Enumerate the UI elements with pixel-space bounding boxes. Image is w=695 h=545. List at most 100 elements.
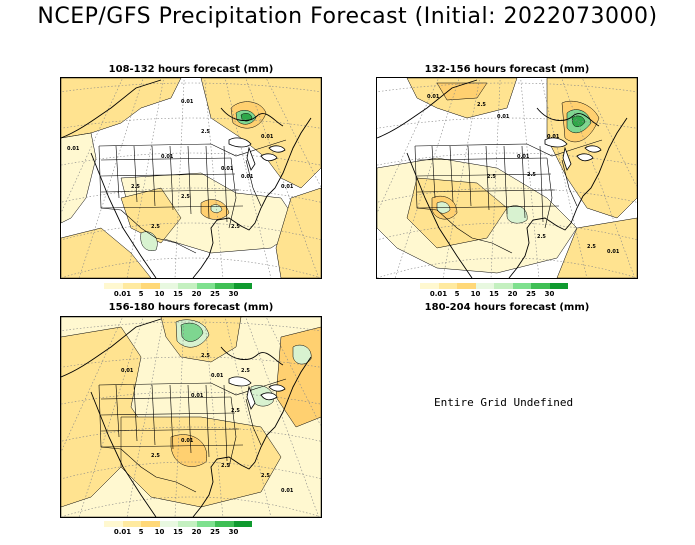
precip-area bbox=[275, 187, 321, 278]
contour-label: 0.01 bbox=[211, 373, 224, 379]
panel-1-legend: 0.01 5 10 15 20 25 30 bbox=[104, 283, 252, 300]
contour-label: 0.01 bbox=[241, 174, 254, 180]
legend-swatch bbox=[122, 521, 141, 527]
page-title: NCEP/GFS Precipitation Forecast (Initial… bbox=[37, 4, 658, 29]
precip-area bbox=[506, 205, 528, 224]
legend-level-label: 5 bbox=[454, 290, 460, 298]
legend-swatches bbox=[104, 521, 252, 527]
legend-swatches bbox=[420, 283, 568, 289]
legend-level-label: 20 bbox=[191, 528, 202, 536]
legend-level-label: 0.01 bbox=[113, 290, 132, 298]
great-lakes bbox=[544, 137, 602, 171]
legend-swatch bbox=[438, 283, 457, 289]
contour-labels: 0.01 2.5 0.01 2.5 0.01 2.5 0.01 2.5 2.5 2.5 0.01 bbox=[121, 353, 294, 494]
contour-label: 2.5 bbox=[201, 353, 210, 359]
contour-label: 2.5 bbox=[151, 453, 160, 459]
panel-3-title: 156-180 hours forecast (mm) bbox=[108, 302, 274, 313]
legend-level-label: 10 bbox=[154, 290, 165, 298]
precip-area bbox=[292, 344, 312, 365]
contour-label: 0.01 bbox=[547, 134, 560, 140]
graticule bbox=[377, 78, 637, 278]
contour-label: 0.01 bbox=[181, 99, 194, 105]
contour-label: 2.5 bbox=[537, 234, 546, 240]
legend-level-label: 25 bbox=[210, 528, 220, 536]
legend-level-label: 5 bbox=[138, 528, 144, 536]
contour-label: 2.5 bbox=[527, 172, 536, 178]
contour-label: 0.01 bbox=[281, 488, 294, 494]
legend-swatch bbox=[159, 283, 178, 289]
graticule bbox=[61, 317, 321, 517]
contour-label: 0.01 bbox=[191, 393, 204, 399]
legend-level-label: 30 bbox=[544, 290, 555, 298]
panel-4-undefined-message: Entire Grid Undefined bbox=[434, 396, 574, 409]
contour-label: 2.5 bbox=[487, 174, 496, 180]
state-boundaries bbox=[98, 378, 287, 493]
legend-level-label: 30 bbox=[228, 290, 239, 298]
legend-level-label: 20 bbox=[191, 290, 202, 298]
contour-labels: 0.01 2.5 0.01 0.01 2.5 2.5 0.01 2.5 2.5 0.01 bbox=[427, 94, 620, 255]
contour-label: 2.5 bbox=[231, 408, 240, 414]
panel-1-map: 0.01 0.01 2.5 0.01 0.01 2.5 0.01 2.5 0.01 0.01 2.5… bbox=[60, 77, 322, 279]
legend-swatch bbox=[512, 283, 531, 289]
legend-swatch bbox=[104, 283, 123, 289]
legend-swatches bbox=[104, 283, 252, 289]
legend-level-label: 5 bbox=[138, 290, 144, 298]
contour-labels: 0.01 0.01 2.5 0.01 0.01 2.5 0.01 2.5 0.01 0.01 2.5… bbox=[67, 99, 294, 230]
contour-label: 0.01 bbox=[517, 154, 530, 160]
legend-level-label: 0.01 bbox=[429, 290, 448, 298]
legend-swatch bbox=[549, 283, 568, 289]
legend-level-label: 25 bbox=[210, 290, 220, 298]
legend-swatch bbox=[457, 283, 476, 289]
legend-swatch bbox=[420, 283, 439, 289]
legend-level-label: 25 bbox=[526, 290, 536, 298]
contour-label: 2.5 bbox=[151, 224, 160, 230]
legend-swatch bbox=[196, 283, 215, 289]
state-boundaries bbox=[98, 139, 287, 254]
legend-swatch bbox=[178, 521, 197, 527]
contour-label: 2.5 bbox=[477, 102, 486, 108]
contour-label: 2.5 bbox=[231, 224, 240, 230]
contour-label: 2.5 bbox=[587, 244, 596, 250]
contour-label: 0.01 bbox=[181, 438, 194, 444]
legend-level-label: 30 bbox=[228, 528, 239, 536]
precip-area bbox=[180, 322, 204, 342]
state-boundaries bbox=[414, 139, 603, 254]
legend-swatch bbox=[122, 283, 141, 289]
contour-label: 2.5 bbox=[131, 184, 140, 190]
great-lakes bbox=[228, 376, 286, 410]
legend-level-label: 10 bbox=[470, 290, 481, 298]
coastlines bbox=[61, 318, 312, 517]
contour-label: 0.01 bbox=[121, 368, 134, 374]
panel-4-title: 180-204 hours forecast (mm) bbox=[424, 302, 590, 313]
contour-label: 0.01 bbox=[161, 154, 174, 160]
legend-swatch bbox=[215, 521, 234, 527]
legend-swatch bbox=[233, 283, 252, 289]
contour-label: 2.5 bbox=[261, 473, 270, 479]
legend-swatch bbox=[178, 283, 197, 289]
legend-swatch bbox=[196, 521, 215, 527]
coastlines bbox=[377, 79, 628, 278]
legend-level-label: 20 bbox=[507, 290, 518, 298]
legend-level-label: 15 bbox=[173, 528, 183, 536]
panel-2-legend: 0.01 5 10 15 20 25 30 bbox=[420, 283, 568, 300]
legend-level-label: 15 bbox=[489, 290, 499, 298]
precip-area bbox=[556, 217, 637, 278]
legend-level-label: 0.01 bbox=[113, 528, 132, 536]
legend-level-label: 10 bbox=[154, 528, 165, 536]
map-canvas: 0.01 2.5 0.01 0.01 2.5 2.5 0.01 2.5 2.5 0.01 bbox=[377, 78, 637, 278]
panel-2-title: 132-156 hours forecast (mm) bbox=[424, 64, 590, 75]
contour-label: 0.01 bbox=[427, 94, 440, 100]
contour-label: 0.01 bbox=[497, 114, 510, 120]
contour-label: 0.01 bbox=[67, 146, 80, 152]
coastlines bbox=[61, 79, 312, 278]
panel-1-title: 108-132 hours forecast (mm) bbox=[108, 64, 274, 75]
precip-area bbox=[140, 231, 158, 251]
legend-swatch bbox=[141, 521, 160, 527]
contour-label: 2.5 bbox=[241, 368, 250, 374]
legend-swatch bbox=[104, 521, 123, 527]
legend-swatch bbox=[531, 283, 550, 289]
legend-swatch bbox=[159, 521, 178, 527]
precip-area bbox=[61, 227, 152, 278]
panel-3-legend: 0.01 5 10 15 20 25 30 bbox=[104, 521, 252, 538]
contour-label: 0.01 bbox=[607, 249, 620, 255]
